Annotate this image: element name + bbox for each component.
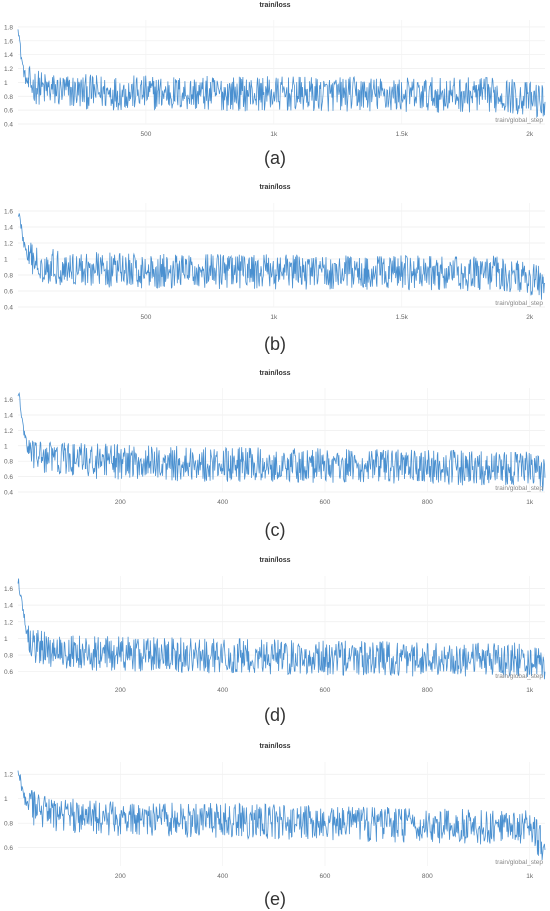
x-tick-label: 500 bbox=[140, 131, 151, 138]
x-tick-label: 400 bbox=[217, 873, 228, 880]
loss-series-line bbox=[17, 213, 546, 300]
y-tick-label: 0.8 bbox=[4, 273, 13, 280]
y-tick-label: 0.6 bbox=[4, 289, 13, 296]
y-tick-label: 1 bbox=[4, 257, 8, 264]
x-tick-label: 2k bbox=[526, 131, 534, 138]
y-tick-label: 1.2 bbox=[4, 66, 13, 73]
chart-title: train/loss bbox=[259, 557, 291, 564]
y-tick-label: 0.8 bbox=[4, 653, 13, 660]
x-tick-label: 400 bbox=[217, 499, 228, 506]
x-tick-label: 1k bbox=[526, 873, 534, 880]
y-tick-label: 1.4 bbox=[4, 603, 13, 610]
x-tick-label: 1k bbox=[270, 131, 278, 138]
y-tick-label: 0.4 bbox=[4, 490, 13, 497]
chart-caption: (a) bbox=[264, 148, 286, 168]
x-tick-label: 800 bbox=[422, 873, 433, 880]
loss-series-line bbox=[17, 578, 546, 680]
x-tick-label: 1.5k bbox=[396, 314, 409, 321]
loss-series-line bbox=[17, 392, 546, 492]
y-tick-label: 1.6 bbox=[4, 397, 13, 404]
x-tick-label: 1.5k bbox=[396, 131, 409, 138]
chart-caption: (c) bbox=[264, 520, 286, 540]
x-tick-label: 1k bbox=[526, 499, 534, 506]
x-tick-label: 800 bbox=[422, 687, 433, 694]
loss-chart-e: 0.6 0.8 1 1.2 200 400 600 800 1k train/global_ste… bbox=[4, 762, 546, 880]
y-tick-label: 0.6 bbox=[4, 669, 13, 676]
y-tick-label: 0.6 bbox=[4, 474, 13, 481]
x-tick-label: 600 bbox=[320, 873, 331, 880]
x-axis-label: train/global_step bbox=[495, 117, 543, 124]
x-tick-label: 600 bbox=[320, 499, 331, 506]
y-tick-label: 1.8 bbox=[4, 24, 13, 31]
chart-caption: (e) bbox=[264, 889, 286, 909]
chart-caption: (d) bbox=[264, 705, 286, 725]
x-tick-label: 500 bbox=[140, 314, 151, 321]
y-tick-label: 1 bbox=[4, 636, 8, 643]
chart-title: train/loss bbox=[259, 743, 291, 750]
x-axis-label: train/global_step bbox=[495, 859, 543, 866]
loss-series-line bbox=[17, 770, 546, 861]
chart-caption: (b) bbox=[264, 334, 286, 354]
x-axis-label: train/global_step bbox=[495, 300, 543, 307]
y-tick-label: 1.6 bbox=[4, 38, 13, 45]
loss-chart-b: 0.4 0.6 0.8 1 1.2 1.4 1.6 500 1k 1.5k 2k train/glob… bbox=[4, 203, 546, 321]
y-tick-label: 1.4 bbox=[4, 225, 13, 232]
x-tick-label: 1k bbox=[270, 314, 278, 321]
y-tick-label: 1.2 bbox=[4, 428, 13, 435]
y-tick-label: 0.8 bbox=[4, 459, 13, 466]
x-tick-label: 1k bbox=[526, 687, 534, 694]
y-tick-label: 1.2 bbox=[4, 772, 13, 779]
x-tick-label: 400 bbox=[217, 687, 228, 694]
y-tick-label: 0.6 bbox=[4, 108, 13, 115]
x-tick-label: 800 bbox=[422, 499, 433, 506]
chart-title: train/loss bbox=[259, 370, 291, 377]
loss-series-line bbox=[17, 29, 546, 119]
x-tick-label: 200 bbox=[115, 499, 126, 506]
x-tick-label: 200 bbox=[115, 687, 126, 694]
y-tick-label: 1.4 bbox=[4, 412, 13, 419]
loss-chart-a: 0.4 0.6 0.8 1 1.2 1.4 1.6 1.8 500 1k 1.5k 2k train/g… bbox=[4, 20, 546, 138]
y-tick-label: 1.6 bbox=[4, 586, 13, 593]
y-tick-label: 1 bbox=[4, 443, 8, 450]
chart-title: train/loss bbox=[259, 184, 291, 191]
x-axis-label: train/global_step bbox=[495, 485, 543, 492]
y-tick-label: 1 bbox=[4, 796, 8, 803]
x-axis-label: train/global_step bbox=[495, 673, 543, 680]
y-tick-label: 1.2 bbox=[4, 619, 13, 626]
y-tick-label: 0.4 bbox=[4, 122, 13, 129]
y-tick-label: 0.8 bbox=[4, 821, 13, 828]
y-tick-label: 1 bbox=[4, 80, 8, 87]
y-tick-label: 0.8 bbox=[4, 94, 13, 101]
y-tick-label: 0.4 bbox=[4, 305, 13, 312]
loss-chart-d: 0.6 0.8 1 1.2 1.4 1.6 200 400 600 800 1k train/glob… bbox=[4, 576, 546, 694]
chart-title: train/loss bbox=[259, 2, 291, 9]
y-tick-label: 1.4 bbox=[4, 52, 13, 59]
y-tick-label: 0.6 bbox=[4, 845, 13, 852]
x-tick-label: 2k bbox=[526, 314, 534, 321]
x-tick-label: 600 bbox=[320, 687, 331, 694]
x-tick-label: 200 bbox=[115, 873, 126, 880]
y-tick-label: 1.6 bbox=[4, 209, 13, 216]
loss-chart-c: 0.4 0.6 0.8 1 1.2 1.4 1.6 200 400 600 800 1k train/g… bbox=[4, 388, 546, 506]
y-tick-label: 1.2 bbox=[4, 241, 13, 248]
